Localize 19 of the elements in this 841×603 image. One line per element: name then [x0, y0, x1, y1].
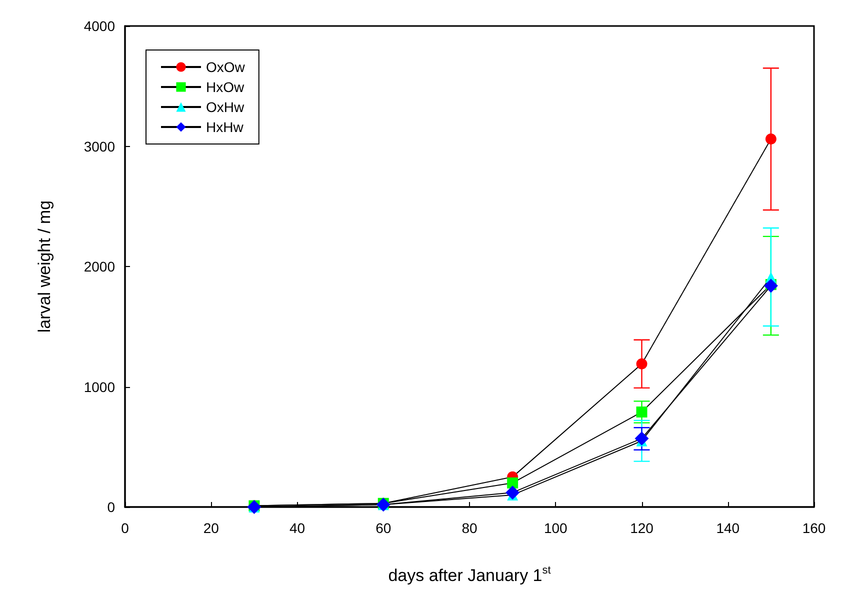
- x-tick-label: 40: [289, 520, 306, 536]
- x-tick-label: 100: [544, 520, 568, 536]
- y-tick-label: 3000: [84, 138, 116, 154]
- y-tick-label: 2000: [84, 258, 116, 274]
- legend-label: OxHw: [206, 99, 245, 115]
- x-tick-label: 0: [121, 520, 130, 536]
- x-tick-label: 140: [716, 520, 740, 536]
- y-tick-label: 1000: [84, 378, 116, 395]
- x-tick-label: 80: [462, 520, 478, 536]
- x-tick-label: 20: [203, 520, 220, 536]
- legend-label: HxOw: [206, 79, 245, 95]
- y-tick-label: 4000: [84, 18, 116, 34]
- x-tick-label: 160: [802, 520, 826, 536]
- x-tick-label: 120: [630, 520, 654, 536]
- legend-label: HxHw: [206, 119, 244, 135]
- y-tick-label: 0: [107, 499, 116, 515]
- y-axis-title: larval weight / mg: [35, 200, 54, 333]
- x-tick-label: 60: [376, 520, 392, 536]
- legend-label: OxOw: [206, 59, 246, 75]
